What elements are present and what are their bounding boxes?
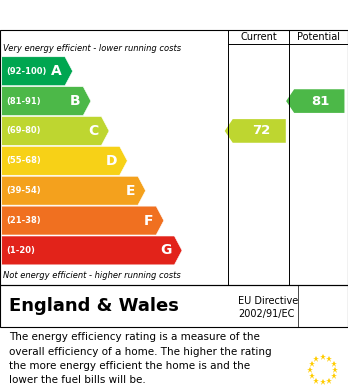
- Polygon shape: [2, 176, 145, 205]
- Polygon shape: [2, 236, 182, 265]
- Text: (69-80): (69-80): [6, 126, 40, 135]
- Text: (21-38): (21-38): [6, 216, 40, 225]
- Text: (92-100): (92-100): [6, 67, 46, 76]
- Text: E: E: [126, 184, 135, 198]
- Polygon shape: [2, 146, 127, 175]
- Text: 72: 72: [252, 124, 270, 138]
- Text: D: D: [105, 154, 117, 168]
- Text: A: A: [52, 64, 62, 78]
- Polygon shape: [2, 87, 91, 115]
- Text: B: B: [70, 94, 80, 108]
- Polygon shape: [286, 89, 345, 113]
- Text: 81: 81: [311, 95, 329, 108]
- Text: 2002/91/EC: 2002/91/EC: [238, 308, 295, 319]
- Text: Current: Current: [240, 32, 277, 42]
- Text: G: G: [160, 244, 172, 257]
- Polygon shape: [2, 117, 109, 145]
- Text: (81-91): (81-91): [6, 97, 40, 106]
- Text: (39-54): (39-54): [6, 186, 40, 195]
- Polygon shape: [2, 206, 164, 235]
- Polygon shape: [225, 119, 286, 143]
- Text: F: F: [144, 213, 153, 228]
- Polygon shape: [2, 57, 73, 86]
- Bar: [298, 285, 348, 327]
- Text: England & Wales: England & Wales: [9, 297, 179, 315]
- Text: C: C: [88, 124, 98, 138]
- Text: Very energy efficient - lower running costs: Very energy efficient - lower running co…: [3, 44, 182, 53]
- Text: (1-20): (1-20): [6, 246, 35, 255]
- Text: Not energy efficient - higher running costs: Not energy efficient - higher running co…: [3, 271, 181, 280]
- Text: Potential: Potential: [297, 32, 340, 42]
- Text: Energy Efficiency Rating: Energy Efficiency Rating: [9, 6, 249, 24]
- Text: (55-68): (55-68): [6, 156, 41, 165]
- Text: EU Directive: EU Directive: [238, 296, 299, 306]
- Text: The energy efficiency rating is a measure of the
overall efficiency of a home. T: The energy efficiency rating is a measur…: [9, 332, 271, 385]
